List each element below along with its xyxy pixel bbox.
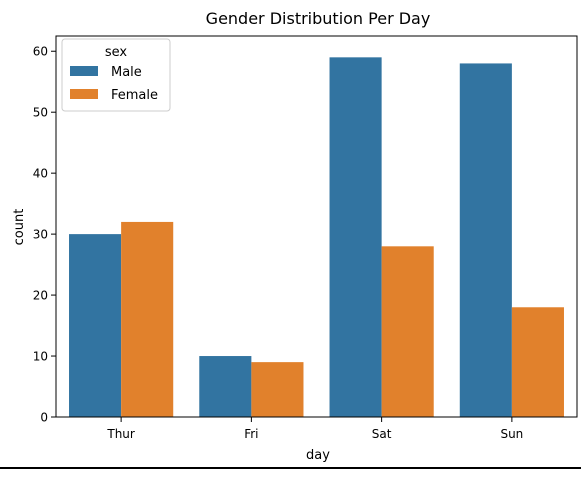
y-tick-label: 40 [33, 167, 48, 181]
y-tick-label: 60 [33, 45, 48, 59]
x-tick-label: Thur [106, 427, 135, 441]
x-tick-label: Fri [244, 427, 258, 441]
bar-female-sat [381, 246, 434, 417]
x-tick-label: Sat [372, 427, 392, 441]
y-tick-label: 50 [33, 106, 48, 120]
bar-female-fri [251, 362, 304, 417]
legend-title: sex [105, 45, 128, 60]
bar-female-thur [121, 221, 174, 417]
x-tick-label: Sun [500, 427, 523, 441]
bar-male-thur [69, 234, 122, 417]
legend: sex Male Female [61, 38, 171, 112]
legend-label-female: Female [111, 88, 158, 103]
legend-swatch-male [70, 66, 98, 76]
y-axis-label: count [12, 209, 27, 246]
x-axis-label: day [306, 448, 330, 463]
plot-frame [55, 35, 578, 418]
bar-male-sat [329, 57, 382, 417]
bottom-rule [0, 467, 581, 469]
bar-female-sun [511, 307, 564, 417]
legend-label-male: Male [111, 65, 142, 80]
y-tick-label: 0 [40, 411, 48, 425]
bar-male-fri [199, 356, 252, 417]
y-tick-label: 10 [33, 350, 48, 364]
legend-swatch-female [70, 89, 98, 99]
plot-area: 0 10 20 30 40 50 60 Thur Fri Sat Sun [33, 35, 578, 441]
y-tick-label: 20 [33, 289, 48, 303]
chart-title: Gender Distribution Per Day [206, 9, 431, 28]
y-tick-label: 30 [33, 228, 48, 242]
bar-male-sun [459, 63, 512, 417]
